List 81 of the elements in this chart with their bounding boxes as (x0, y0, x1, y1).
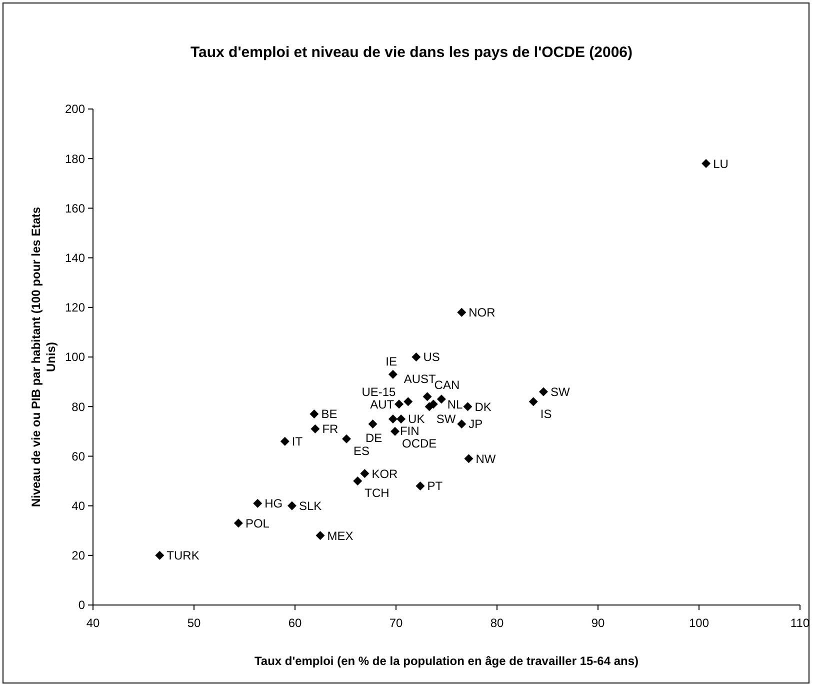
point (394, 400, 404, 409)
point (253, 498, 262, 508)
x-tick-label: 40 (86, 616, 100, 630)
data-label: PT (427, 479, 444, 494)
data-label: ES (354, 444, 370, 458)
point (422, 392, 432, 402)
data-label: OCDE (402, 436, 437, 451)
data-label: NOR (468, 306, 496, 320)
data-label: KOR (372, 466, 398, 481)
data-label: IE (386, 354, 398, 369)
x-tick-label: 100 (688, 616, 710, 630)
point (280, 436, 290, 446)
x-tick-label: 80 (490, 616, 504, 630)
point (360, 469, 370, 478)
x-tick-label: 50 (187, 616, 201, 630)
point (416, 481, 425, 490)
point (316, 531, 325, 540)
point (390, 426, 400, 436)
point (436, 394, 446, 404)
data-label: AUT (370, 397, 395, 412)
data-label: UE-15 (362, 384, 396, 399)
data-label: NW (476, 452, 496, 466)
y-tick-label: 0 (78, 598, 86, 612)
data-label: HG (264, 496, 283, 511)
data-label: UK (408, 412, 425, 426)
y-tick-label: 40 (72, 499, 86, 513)
data-label: LU (713, 156, 728, 171)
point (310, 410, 319, 419)
x-tick-label: 110 (790, 616, 810, 630)
y-tick-label: 200 (64, 102, 86, 116)
data-label: DK (474, 400, 492, 414)
data-label: SW (550, 384, 570, 399)
point (287, 501, 296, 510)
data-label: FIN (400, 424, 420, 438)
data-label: FR (322, 422, 339, 436)
point (388, 370, 398, 379)
data-label: DE (365, 431, 382, 446)
point (234, 518, 243, 528)
data-label: BE (321, 407, 338, 422)
point (353, 476, 362, 486)
point (388, 414, 398, 424)
y-tick-label: 100 (64, 350, 86, 364)
chart-title: Taux d'emploi et niveau de vie dans les pays de l'OCDE (2006) (190, 44, 633, 61)
y-tick-label: 160 (64, 201, 86, 216)
data-label: CAN (434, 378, 460, 392)
data-label: IS (540, 406, 552, 421)
point (464, 454, 474, 464)
x-axis-title: Taux d'emploi (en % de la population en âge de travailler 15-64 ans) (254, 654, 639, 668)
data-label: TURK (166, 548, 200, 563)
y-tick-label: 80 (72, 400, 86, 414)
y-tick-label: 20 (72, 548, 86, 563)
point (538, 387, 548, 396)
point (457, 308, 466, 317)
point (457, 419, 466, 428)
point (342, 434, 352, 444)
data-label: US (423, 350, 440, 364)
y-tick-label: 60 (72, 449, 86, 464)
y-axis-title: Niveau de vie ou PIB par habitant (100 pour les Etats Unis) (29, 206, 58, 508)
data-label: POL (245, 516, 270, 530)
point (528, 397, 538, 406)
data-label: SW (436, 412, 456, 426)
point (396, 414, 406, 424)
data-label: JP (468, 417, 483, 432)
point (310, 424, 320, 434)
data-label: NL (447, 397, 464, 412)
data-label: SLK (298, 499, 322, 513)
point (404, 397, 413, 406)
data-label: MEX (327, 528, 354, 543)
point (155, 550, 164, 560)
data-label: TCH (364, 486, 390, 500)
x-tick-label: 70 (389, 616, 403, 630)
y-tick-label: 180 (64, 152, 86, 166)
point (368, 419, 378, 428)
point (702, 159, 711, 168)
data-label: IT (292, 434, 304, 449)
x-tick-label: 60 (288, 616, 302, 630)
point (463, 402, 472, 412)
x-tick-label: 90 (591, 616, 605, 630)
y-tick-label: 120 (64, 300, 86, 315)
y-tick-label: 140 (64, 251, 86, 265)
point (412, 352, 421, 362)
